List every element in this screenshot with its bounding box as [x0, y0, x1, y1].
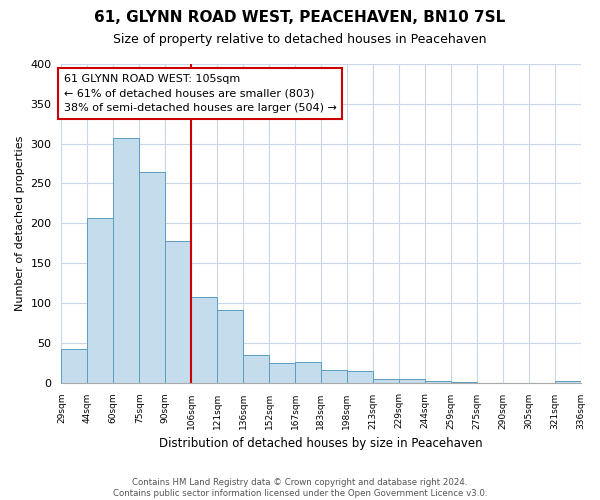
Bar [165, 241, 191, 382]
Y-axis label: Number of detached properties: Number of detached properties [15, 136, 25, 311]
Bar [373, 378, 399, 382]
Text: Contains HM Land Registry data © Crown copyright and database right 2024.
Contai: Contains HM Land Registry data © Crown c… [113, 478, 487, 498]
Bar [88, 218, 113, 382]
Bar [321, 370, 347, 382]
Bar [243, 354, 269, 382]
Bar [295, 362, 321, 382]
Bar [554, 381, 581, 382]
X-axis label: Distribution of detached houses by size in Peacehaven: Distribution of detached houses by size … [159, 437, 483, 450]
Text: Size of property relative to detached houses in Peacehaven: Size of property relative to detached ho… [113, 32, 487, 46]
Bar [217, 310, 243, 382]
Bar [425, 381, 451, 382]
Text: 61 GLYNN ROAD WEST: 105sqm
← 61% of detached houses are smaller (803)
38% of sem: 61 GLYNN ROAD WEST: 105sqm ← 61% of deta… [64, 74, 337, 113]
Bar [139, 172, 165, 382]
Bar [113, 138, 139, 382]
Bar [269, 364, 295, 382]
Bar [399, 378, 425, 382]
Text: 61, GLYNN ROAD WEST, PEACEHAVEN, BN10 7SL: 61, GLYNN ROAD WEST, PEACEHAVEN, BN10 7S… [94, 10, 506, 25]
Bar [61, 349, 88, 382]
Bar [191, 296, 217, 382]
Bar [347, 370, 373, 382]
